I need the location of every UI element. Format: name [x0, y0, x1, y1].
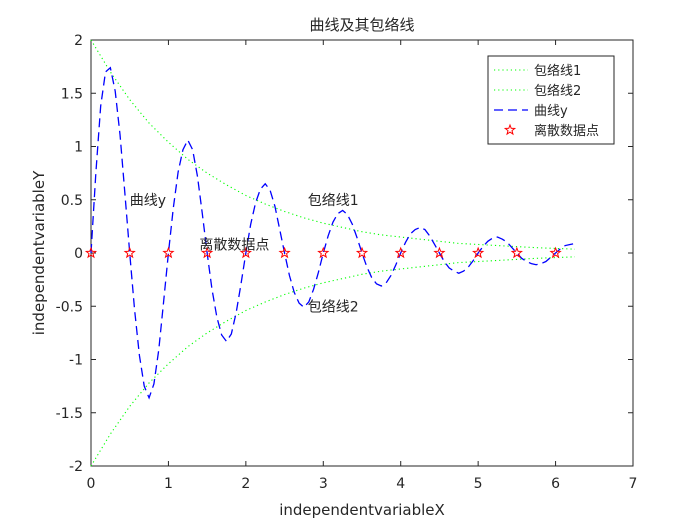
y-tick-label: -1	[69, 353, 83, 369]
series-line-1	[90, 39, 575, 250]
x-tick-label: 0	[87, 476, 96, 492]
annotation-label: 包络线2	[308, 299, 359, 315]
annotation-label: 曲线y	[130, 193, 166, 209]
axis-ticks: 0 1 2 3 4 5 6 7 -2 -1.5 -1 -0.5 0 0.5 1 1.5 2	[56, 33, 638, 492]
x-tick-label: 2	[241, 476, 250, 492]
y-tick-label: 1	[74, 140, 83, 156]
data-point-marker	[162, 246, 175, 259]
series-line-3	[90, 66, 576, 400]
annotation-label: 离散数据点	[199, 236, 269, 253]
data-point-marker	[123, 246, 136, 259]
data-point-marker	[394, 246, 407, 259]
y-tick-label: -2	[69, 459, 83, 475]
y-tick-label: 1.5	[61, 86, 83, 102]
chart-title: 曲线及其包络线	[309, 16, 414, 34]
x-tick-label: 7	[629, 476, 638, 492]
series-line-2	[90, 256, 575, 467]
legend-label: 包络线2	[534, 83, 581, 99]
y-tick-label: -1.5	[56, 406, 83, 422]
x-axis-label: independentvariableX	[279, 501, 445, 519]
legend-marker	[503, 123, 517, 136]
annotations: 曲线y 离散数据点 包络线1 包络线2	[130, 193, 359, 316]
data-point-marker	[317, 246, 330, 259]
legend-label: 曲线y	[534, 104, 568, 119]
legend: 包络线1 包络线2 曲线y 离散数据点	[487, 55, 615, 145]
annotation-label: 包络线1	[308, 193, 359, 209]
data-point-marker	[84, 246, 98, 259]
data-point-marker	[278, 246, 291, 259]
data-point-marker	[201, 246, 214, 259]
x-tick-label: 6	[551, 476, 560, 492]
legend-label: 离散数据点	[534, 123, 599, 139]
y-tick-label: 0.5	[61, 193, 83, 209]
series-layer	[84, 39, 576, 467]
x-tick-label: 1	[164, 476, 173, 492]
y-tick-label: 2	[74, 33, 83, 49]
data-point-marker	[355, 246, 369, 259]
x-tick-label: 4	[396, 476, 405, 492]
data-point-marker	[472, 246, 485, 259]
legend-label: 包络线1	[534, 63, 581, 79]
x-tick-label: 5	[474, 476, 483, 492]
x-tick-label: 3	[319, 476, 328, 492]
data-point-marker	[433, 246, 446, 259]
legend-box	[487, 55, 615, 145]
y-tick-label: -0.5	[56, 299, 83, 315]
y-tick-label: 0	[74, 246, 83, 262]
data-point-marker	[549, 246, 562, 259]
data-point-marker	[239, 246, 252, 259]
y-axis-label: independentvariableY	[30, 170, 48, 335]
data-point-marker	[510, 246, 523, 259]
